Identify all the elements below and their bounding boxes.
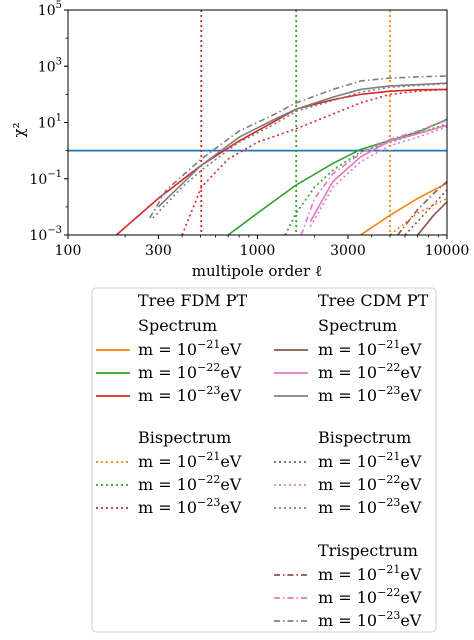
- legend-col2-spectrum: Spectrum: [318, 316, 397, 335]
- legend-label-8: m = 10−23eV: [318, 384, 422, 405]
- x-tick-label-2: 1000: [240, 243, 276, 259]
- y-tick-label-0: 10−3: [29, 225, 62, 244]
- y-tick-label-3: 103: [38, 56, 62, 75]
- legend-label-1: m = 10−22eV: [138, 361, 242, 382]
- series-line-7: [309, 124, 447, 222]
- legend-label-14: m = 10−23eV: [318, 609, 422, 630]
- x-tick-label-3: 3000: [330, 243, 366, 259]
- series-line-3: [389, 197, 447, 235]
- series-line-12: [397, 180, 447, 235]
- legend-label-7: m = 10−22eV: [318, 361, 422, 382]
- legend-box: [91, 287, 437, 633]
- legend-label-9: m = 10−21eV: [318, 450, 422, 471]
- series-line-10: [309, 126, 447, 227]
- legend-col1-title: Tree FDM PT: [138, 291, 248, 310]
- series-line-0: [360, 182, 447, 235]
- y-axis-label: χ²: [10, 122, 28, 137]
- y-tick-label-4: 105: [38, 0, 62, 19]
- legend-label-12: m = 10−21eV: [318, 563, 422, 584]
- y-tick-label-2: 101: [38, 113, 62, 132]
- series-line-2: [115, 88, 447, 235]
- legend-label-13: m = 10−22eV: [318, 586, 422, 607]
- series-line-14: [149, 75, 447, 219]
- legend-label-0: m = 10−21eV: [138, 338, 242, 359]
- legend-label-6: m = 10−21eV: [318, 338, 422, 359]
- legend-col1-bispectrum: Bispectrum: [138, 428, 231, 447]
- series-line-13: [300, 119, 447, 235]
- series-line-1: [227, 118, 447, 235]
- x-tick-label-4: 10000: [425, 243, 470, 259]
- series-line-5: [181, 88, 447, 235]
- y-tick-label-1: 10−1: [29, 169, 62, 188]
- axis-ticks: 100 300 1000 3000 10000 10−3 10−1 101 103 105: [29, 0, 469, 259]
- legend-col2-bispectrum: Bispectrum: [318, 428, 411, 447]
- series-line-9: [404, 189, 447, 235]
- x-tick-label-0: 100: [55, 243, 82, 259]
- series-line-4: [284, 123, 447, 235]
- legend-label-10: m = 10−22eV: [318, 473, 422, 494]
- legend-label-4: m = 10−22eV: [138, 473, 242, 494]
- legend-label-2: m = 10−23eV: [138, 384, 242, 405]
- legend-col1-spectrum: Spectrum: [138, 316, 217, 335]
- series-line-11: [152, 82, 447, 219]
- legend-label-3: m = 10−21eV: [138, 450, 242, 471]
- series-line-6: [417, 201, 447, 235]
- legend-col2-title: Tree CDM PT: [318, 291, 429, 310]
- legend-label-11: m = 10−23eV: [318, 496, 422, 517]
- legend-label-5: m = 10−23eV: [138, 496, 242, 517]
- x-axis-label: multipole order ℓ: [192, 262, 322, 280]
- series-line-8: [157, 82, 447, 208]
- plot-lines: [68, 10, 447, 235]
- x-tick-label-1: 300: [145, 243, 172, 259]
- legend-col2-trispectrum: Trispectrum: [318, 541, 418, 560]
